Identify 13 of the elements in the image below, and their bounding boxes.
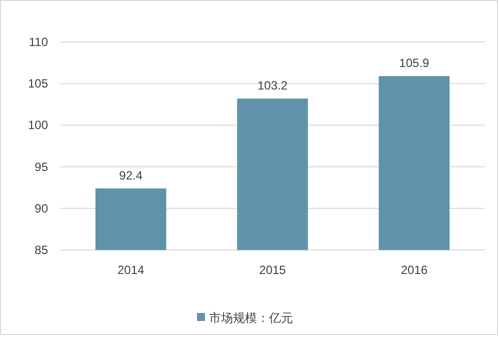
y-tick-label: 110: [28, 35, 48, 49]
data-label: 103.2: [257, 78, 288, 93]
legend-label: 市场规模：亿元: [209, 311, 293, 325]
x-tick-label: 2014: [117, 263, 145, 277]
x-tick-label: 2015: [259, 263, 286, 277]
y-tick-label: 100: [28, 118, 48, 132]
y-tick-label: 90: [34, 201, 48, 216]
x-tick-label: 2016: [400, 263, 428, 277]
data-label: 105.9: [399, 56, 430, 70]
y-tick-label: 95: [34, 160, 48, 174]
y-tick-label: 85: [34, 243, 48, 257]
y-tick-label: 105: [28, 76, 48, 91]
data-label: 92.4: [119, 168, 143, 182]
